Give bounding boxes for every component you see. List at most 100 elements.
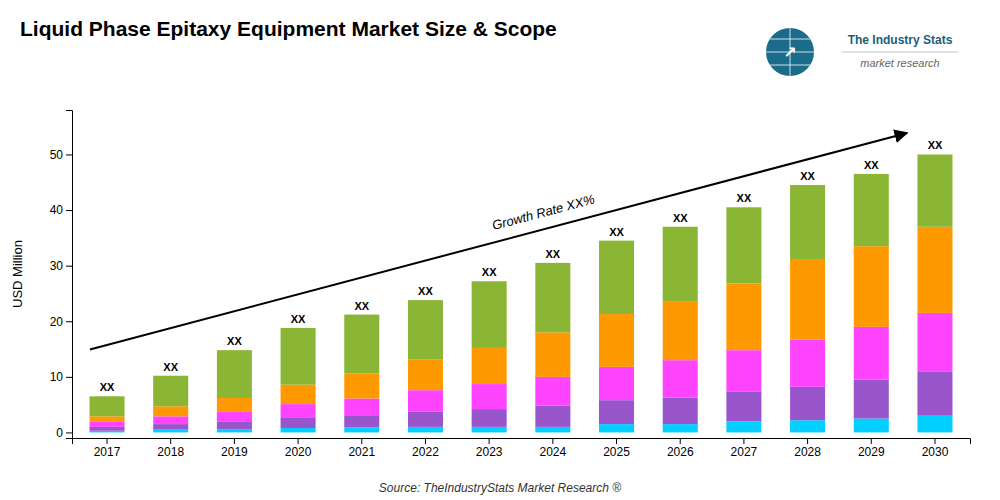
bar-segment (599, 314, 634, 367)
bar-segment (472, 281, 507, 348)
x-tick-mark (361, 438, 362, 444)
bar-segment (90, 431, 125, 433)
logo-rule (842, 52, 958, 53)
x-axis-line (73, 439, 971, 445)
y-tick-mark (66, 377, 72, 378)
bar-segment (854, 246, 889, 327)
x-tick-label: 2020 (285, 445, 312, 459)
growth-arrow (90, 133, 907, 349)
y-tick-mark (66, 266, 72, 267)
y-tick: 10 (50, 370, 72, 384)
bar-segment (599, 400, 634, 424)
x-tick-label: 2023 (476, 445, 503, 459)
y-tick-label: 10 (50, 370, 64, 384)
bar-segment (408, 390, 443, 411)
bar-segment (217, 398, 252, 412)
x-tick-mark (170, 438, 171, 444)
x-tick-label: 2019 (221, 445, 248, 459)
bar-segment (726, 350, 761, 392)
bar-segment (90, 416, 125, 422)
bar-segment (917, 313, 952, 371)
bar-segment (90, 427, 125, 431)
bar-segment (217, 350, 252, 398)
bar-label: XX (800, 170, 815, 182)
bar-segment (472, 348, 507, 384)
logo-globe (766, 28, 814, 76)
bar-segment (663, 424, 698, 432)
bar-segment (281, 418, 316, 428)
x-tick-label: 2028 (794, 445, 821, 459)
x-tick: 2027 (731, 438, 758, 459)
x-tick: 2018 (157, 438, 184, 459)
bar-segment (917, 416, 952, 433)
bar-segment (408, 411, 443, 427)
logo-icon: ↗ (783, 44, 796, 61)
x-tick: 2029 (858, 438, 885, 459)
bar-label: XX (609, 226, 624, 238)
growth-label: Growth Rate XX% (490, 192, 596, 234)
bar-segment (599, 241, 634, 314)
x-tick-mark (871, 438, 872, 444)
bar-segment (790, 340, 825, 387)
x-tick-mark (743, 438, 744, 444)
bar-segment (153, 430, 188, 433)
bar-segment (153, 406, 188, 416)
bar-segment (344, 415, 379, 427)
source-note: Source: TheIndustryStats Market Research… (379, 481, 621, 495)
x-tick: 2022 (412, 438, 439, 459)
bar-segment (472, 409, 507, 427)
bar-segment (663, 227, 698, 302)
y-tick-label: 30 (50, 259, 64, 273)
bar-segment (917, 227, 952, 313)
y-tick: 50 (50, 148, 72, 162)
y-tick-mark (66, 432, 72, 433)
bar-segment (790, 185, 825, 259)
x-tick: 2026 (667, 438, 694, 459)
chart-title: Liquid Phase Epitaxy Equipment Market Si… (20, 17, 557, 40)
logo-title: The Industry Stats (848, 33, 953, 47)
y-axis-line (66, 111, 73, 439)
bar-label: XX (291, 313, 306, 325)
bar-label: XX (737, 192, 752, 204)
bar-segment (854, 327, 889, 380)
bar-segment (854, 380, 889, 419)
y-tick-label: 20 (50, 315, 64, 329)
bar-segment (854, 419, 889, 433)
x-tick-mark (298, 438, 299, 444)
bar-segment (281, 428, 316, 432)
bar-segment (90, 396, 125, 416)
bar-label: XX (673, 212, 688, 224)
annotations: XXXXXXXXXXXXXXXXXXXXXXXXXXXXGrowth Rate … (90, 133, 943, 393)
bar-segment (726, 392, 761, 421)
x-tick-mark (425, 438, 426, 444)
chart-container: 0102030405020172018201920202021202220232… (0, 0, 1000, 500)
x-tick-mark (489, 438, 490, 444)
x-tick-label: 2025 (603, 445, 630, 459)
bar-segment (408, 427, 443, 433)
bar-segment (535, 406, 570, 427)
bar-segment (917, 371, 952, 415)
x-tick-label: 2017 (94, 445, 121, 459)
y-axis-title: USD Million (10, 240, 25, 308)
x-tick: 2025 (603, 438, 630, 459)
logo-subtitle: market research (860, 57, 939, 69)
x-tick-mark (616, 438, 617, 444)
bar-segment (726, 421, 761, 432)
bar-label: XX (354, 300, 369, 312)
x-tick-label: 2022 (412, 445, 439, 459)
bar-segment (408, 360, 443, 391)
bar-segment (535, 263, 570, 332)
x-tick-label: 2021 (348, 445, 375, 459)
bar-segment (472, 384, 507, 409)
x-tick-mark (807, 438, 808, 444)
bar-label: XX (163, 361, 178, 373)
bar-segment (535, 427, 570, 433)
x-axis: 2017201820192020202120222023202420252026… (73, 438, 971, 459)
x-tick-mark (680, 438, 681, 444)
bar-segment (344, 315, 379, 374)
bar-segment (854, 174, 889, 246)
bar-segment (663, 302, 698, 360)
x-tick-label: 2030 (922, 445, 949, 459)
bar-label: XX (546, 248, 561, 260)
x-tick: 2019 (221, 438, 248, 459)
